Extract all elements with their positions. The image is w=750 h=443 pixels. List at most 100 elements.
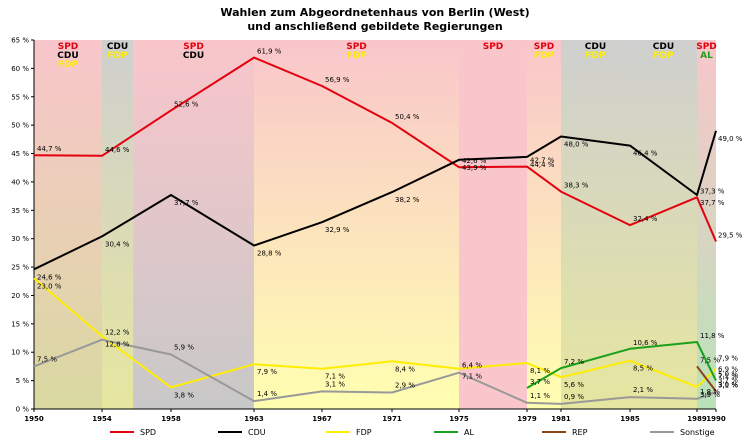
- data-label-sonstige: 0,9 %: [564, 393, 584, 401]
- data-label-fdp: 7,9 %: [257, 368, 277, 376]
- legend-label-cdu: CDU: [248, 428, 266, 437]
- government-party-label: CDU: [57, 51, 78, 61]
- data-label-sonstige: 1,8 %: [700, 388, 720, 396]
- legend-label-fdp: FDP: [356, 428, 372, 437]
- data-label-cdu: 37,7 %: [174, 199, 199, 207]
- government-party-label: FDP: [585, 51, 606, 61]
- y-tick-label: 40 %: [11, 178, 29, 186]
- data-label-spd: 52,6 %: [174, 100, 199, 108]
- government-party-label: FDP: [346, 51, 367, 61]
- government-party-label: CDU: [653, 42, 674, 52]
- y-tick-label: 25 %: [11, 264, 29, 272]
- government-party-label: SPD: [346, 42, 367, 52]
- y-tick-label: 20 %: [11, 292, 29, 300]
- data-label-spd: 44,6 %: [105, 146, 130, 154]
- data-label-spd: 42,6 %: [462, 157, 487, 165]
- government-party-label: CDU: [107, 42, 128, 52]
- series-line-fdp: [33, 277, 717, 389]
- series-line-al: [526, 341, 717, 389]
- data-label-spd: 32,4 %: [633, 215, 658, 223]
- x-tick-label: 1985: [620, 415, 640, 423]
- data-label-sonstige: 1,1 %: [530, 392, 550, 400]
- data-label-sonstige: 7,5 %: [37, 355, 57, 363]
- y-tick-label: 50 %: [11, 122, 29, 130]
- legend-label-rep: REP: [572, 428, 588, 437]
- government-party-label: FDP: [58, 60, 79, 70]
- government-period-3: [254, 40, 459, 409]
- data-label-cdu: 30,4 %: [105, 240, 130, 248]
- data-label-spd: 44,7 %: [37, 145, 62, 153]
- data-labels: 44,7 % 44,6 % 52,6 % 61,9 % 56,9 % 50,4 % 42,6…: [37, 48, 743, 401]
- y-tick-label: 60 %: [11, 65, 29, 73]
- axes: 0 % 5 % 10 % 15 % 20 % 25 % 30 % 35 % 40 % 45 % 50…: [11, 37, 726, 424]
- data-label-fdp: 8,4 %: [395, 365, 415, 373]
- series-line-sonstige: [33, 338, 717, 405]
- data-label-fdp: 3,9 %: [700, 391, 720, 399]
- data-label-spd: 61,9 %: [257, 48, 282, 56]
- x-tick-label: 1990: [706, 415, 726, 423]
- y-tick-label: 0 %: [16, 406, 30, 414]
- data-label-rep: 3,1 %: [718, 381, 738, 389]
- data-label-al: 5,0 %: [718, 371, 738, 379]
- data-label-1990-extra: 7,9 %: [718, 355, 738, 363]
- data-label-sonstige: 1,4 %: [257, 390, 277, 398]
- data-label-sonstige: 2,1 %: [633, 386, 653, 394]
- government-period-2: [133, 40, 254, 409]
- data-label-spd: 56,9 %: [325, 76, 350, 84]
- chart-title-line2: und anschließend gebildete Regierungen: [247, 20, 502, 33]
- data-label-al: 11,8 %: [700, 332, 725, 340]
- data-label-al: 3,7 %: [530, 378, 550, 386]
- data-label-fdp: 12,8 %: [105, 340, 130, 348]
- legend-label-al: AL: [464, 428, 474, 437]
- data-label-sonstige: 5,9 %: [174, 344, 194, 352]
- data-label-spd: 38,3 %: [564, 182, 589, 190]
- government-party-label: SPD: [534, 42, 555, 52]
- data-label-spd: 42,7 %: [530, 157, 555, 165]
- data-label-spd: 50,4 %: [395, 113, 420, 121]
- data-label-1990-extra: 6,9 %: [718, 366, 738, 374]
- legend-label-sonstige: Sonstige: [680, 428, 715, 437]
- data-label-rep: 7,5 %: [700, 356, 720, 364]
- government-party-label: SPD: [483, 42, 504, 52]
- government-period-1: [102, 40, 134, 409]
- y-tick-label: 35 %: [11, 207, 29, 215]
- y-tick-label: 15 %: [11, 320, 29, 328]
- x-tick-label: 1989: [687, 415, 707, 423]
- data-label-fdp: 8,5 %: [633, 365, 653, 373]
- data-label-fdp: 23,0 %: [37, 282, 62, 290]
- data-label-cdu: 46,4 %: [633, 150, 658, 158]
- series-lines: [33, 56, 717, 405]
- data-label-fdp: 3,8 %: [174, 391, 194, 399]
- y-tick-label: 30 %: [11, 235, 29, 243]
- x-tick-label: 1954: [92, 415, 112, 423]
- legend-label-spd: SPD: [140, 428, 156, 437]
- government-period-4: [459, 40, 527, 409]
- data-label-cdu: 49,0 %: [718, 135, 743, 143]
- data-label-fdp: 7,1 %: [718, 373, 738, 381]
- government-period-6: [561, 40, 630, 409]
- x-tick-label: 1958: [161, 415, 181, 423]
- data-label-fdp: 7,1 %: [325, 373, 345, 381]
- data-label-sonstige: 2,9 %: [395, 382, 415, 390]
- data-label-cdu: 44,4 %: [530, 161, 555, 169]
- data-label-cdu: 43,9 %: [462, 164, 487, 172]
- government-period-5: [527, 40, 561, 409]
- x-tick-label: 1967: [312, 415, 332, 423]
- data-label-cdu: 32,9 %: [325, 226, 350, 234]
- data-label-cdu: 37,7 %: [700, 199, 725, 207]
- government-party-label: CDU: [585, 42, 606, 52]
- series-line-cdu: [33, 130, 717, 271]
- y-tick-label: 55 %: [11, 93, 29, 101]
- data-label-al: 7,2 %: [564, 358, 584, 366]
- government-party-label: AL: [700, 51, 713, 61]
- data-label-cdu: 38,2 %: [395, 196, 420, 204]
- data-label-spd: 29,5 %: [718, 232, 743, 240]
- data-label-spd: 37,3 %: [700, 187, 725, 195]
- data-label-cdu: 28,8 %: [257, 250, 282, 258]
- series-line-spd: [33, 56, 717, 242]
- series-line-rep: [696, 365, 717, 393]
- data-label-al: 10,6 %: [633, 339, 658, 347]
- data-label-fdp: 5,6 %: [564, 381, 584, 389]
